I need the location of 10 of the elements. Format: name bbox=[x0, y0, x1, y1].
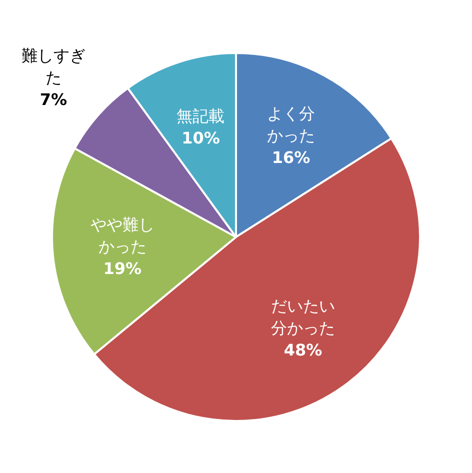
data-label: 48% bbox=[284, 340, 322, 360]
slice-label: 無記載 bbox=[176, 106, 225, 126]
data-label: 16% bbox=[272, 148, 310, 168]
slice-label: だいたい分かった bbox=[271, 296, 336, 338]
data-label: 7% bbox=[40, 90, 68, 109]
slice-label: やや難しかった bbox=[90, 214, 154, 256]
slice-label: よく分かった bbox=[266, 104, 315, 146]
data-label: 19% bbox=[103, 258, 142, 278]
slice-label: 難しすぎた bbox=[21, 46, 86, 87]
data-label: 10% bbox=[182, 128, 220, 148]
